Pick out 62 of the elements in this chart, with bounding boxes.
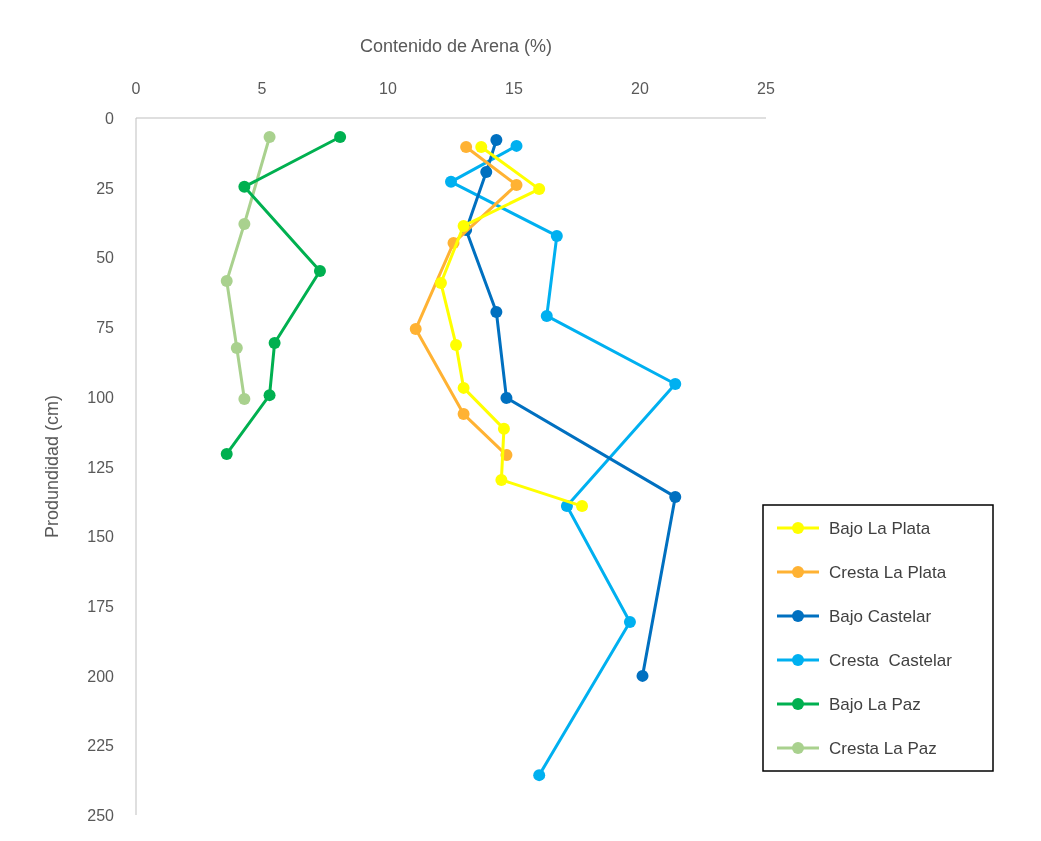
y-tick-label: 200: [87, 667, 115, 685]
legend-label: Cresta La Paz: [829, 739, 937, 758]
point: [409, 323, 422, 336]
point: [500, 391, 513, 404]
point: [263, 130, 276, 143]
point: [490, 306, 503, 319]
x-tick-label: 20: [631, 80, 649, 97]
x-axis-title: Contenido de Arena (%): [359, 36, 553, 56]
point: [457, 381, 470, 394]
legend-label: Cresta Castelar: [829, 651, 953, 670]
point: [238, 180, 251, 193]
point: [434, 277, 447, 290]
y-axis-title: Produndidad (cm): [42, 394, 62, 539]
point: [669, 490, 682, 503]
y-tick-label: 175: [87, 597, 115, 615]
y-tick-label: 25: [96, 179, 115, 197]
point: [268, 336, 281, 349]
point: [480, 166, 493, 179]
point: [457, 408, 470, 421]
point: [576, 500, 589, 513]
legend-label: Bajo La Paz: [829, 695, 921, 714]
y-tick-label: 0: [105, 110, 115, 127]
y-tick-label: 225: [87, 737, 115, 755]
point: [460, 141, 473, 153]
x-tick-label: 0: [131, 80, 141, 97]
point: [263, 389, 276, 402]
point: [334, 130, 347, 143]
y-tick-label: 250: [87, 807, 115, 824]
x-tick-label: 25: [757, 80, 775, 97]
point: [238, 393, 251, 406]
legend-label: Bajo La Plata: [829, 519, 931, 538]
x-tick-label: 10: [379, 80, 397, 97]
point: [510, 178, 523, 191]
point: [220, 275, 233, 288]
y-tick-label: 100: [87, 388, 115, 406]
legend-label: Cresta La Plata: [829, 563, 947, 582]
point: [510, 139, 523, 152]
point: [636, 669, 649, 682]
point: [220, 447, 233, 460]
point: [230, 342, 243, 355]
point: [533, 183, 546, 196]
point: [238, 217, 251, 230]
point: [457, 219, 470, 232]
point: [495, 473, 508, 486]
y-tick-label: 125: [87, 458, 115, 476]
point: [313, 265, 326, 278]
point: [497, 422, 510, 435]
point: [445, 175, 457, 188]
y-tick-label: 150: [87, 528, 115, 546]
point: [540, 309, 553, 322]
point: [490, 134, 503, 147]
point: [450, 338, 463, 351]
point: [550, 229, 563, 242]
point: [533, 769, 546, 782]
legend-label: Bajo Castelar: [829, 607, 932, 626]
x-tick-label: 5: [257, 80, 267, 97]
point: [669, 377, 682, 390]
y-tick-label: 75: [96, 319, 115, 337]
y-tick-label: 50: [96, 249, 115, 267]
point: [623, 616, 636, 629]
point: [475, 141, 488, 153]
x-tick-label: 15: [505, 80, 523, 97]
